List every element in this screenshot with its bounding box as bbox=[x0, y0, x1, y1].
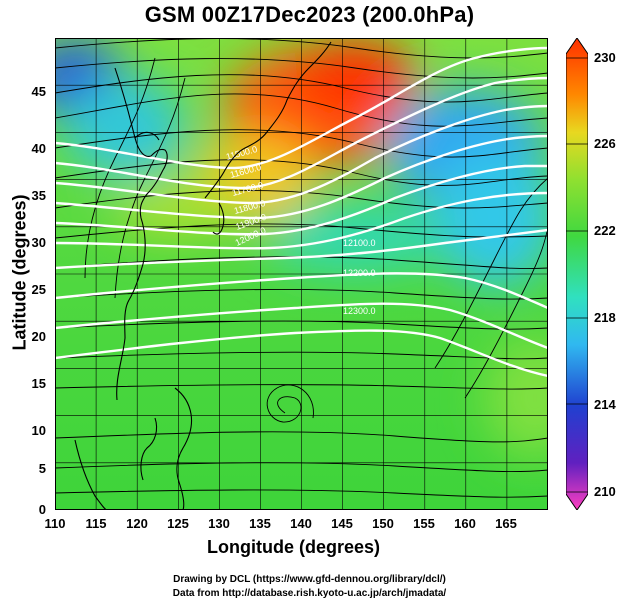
colorbar-tick-210: 210 bbox=[594, 484, 616, 499]
contour-label-12100: 12100.0 bbox=[343, 238, 376, 248]
x-tick-115: 115 bbox=[85, 516, 107, 531]
x-tick-150: 150 bbox=[372, 516, 394, 531]
x-tick-120: 120 bbox=[126, 516, 148, 531]
x-tick-165: 165 bbox=[495, 516, 517, 531]
colorbar-tick-214: 214 bbox=[594, 397, 616, 412]
colorbar-tick-218: 218 bbox=[594, 310, 616, 325]
credit-drawing: Drawing by DCL (https://www.gfd-dennou.o… bbox=[173, 574, 446, 585]
x-tick-135: 135 bbox=[249, 516, 271, 531]
x-tick-110: 110 bbox=[44, 516, 66, 531]
credit-data: Data from http://database.rish.kyoto-u.a… bbox=[172, 588, 447, 599]
x-tick-145: 145 bbox=[331, 516, 353, 531]
height-contours bbox=[55, 46, 548, 378]
x-tick-160: 160 bbox=[454, 516, 476, 531]
y-tick-40: 40 bbox=[31, 141, 46, 156]
y-tick-0: 0 bbox=[38, 502, 46, 517]
colorbar-tick-230: 230 bbox=[594, 50, 616, 65]
colorbar-tick-222: 222 bbox=[594, 223, 616, 238]
colorbar-tick-226: 226 bbox=[594, 136, 616, 151]
map-title: GSM 00Z17Dec2023 (200.0hPa) bbox=[144, 2, 475, 27]
x-tick-155: 155 bbox=[413, 516, 435, 531]
x-axis-label-text: Longitude (degrees) bbox=[206, 537, 380, 557]
x-tick-130: 130 bbox=[208, 516, 230, 531]
x-axis-label: Longitude (degrees) bbox=[0, 537, 619, 558]
contour-label-12300: 12300.0 bbox=[343, 306, 376, 316]
contour-label-12200: 12200.0 bbox=[343, 268, 376, 278]
y-tick-15: 15 bbox=[31, 376, 46, 391]
colorbar-body bbox=[565, 37, 589, 511]
y-tick-25: 25 bbox=[31, 282, 46, 297]
x-tick-125: 125 bbox=[167, 516, 189, 531]
y-tick-5: 5 bbox=[38, 461, 46, 476]
coastlines bbox=[74, 41, 332, 510]
y-axis-label: Latitude (degrees) bbox=[9, 194, 30, 351]
x-tick-140: 140 bbox=[290, 516, 312, 531]
y-tick-20: 20 bbox=[31, 329, 46, 344]
y-tick-45: 45 bbox=[31, 84, 46, 99]
colorbar bbox=[565, 37, 589, 511]
y-tick-30: 30 bbox=[31, 235, 46, 250]
y-tick-10: 10 bbox=[31, 423, 46, 438]
y-tick-35: 35 bbox=[31, 188, 46, 203]
map-plot-area: 11500.0 11600.0 11700.0 11800.0 11900.0 … bbox=[55, 38, 548, 510]
